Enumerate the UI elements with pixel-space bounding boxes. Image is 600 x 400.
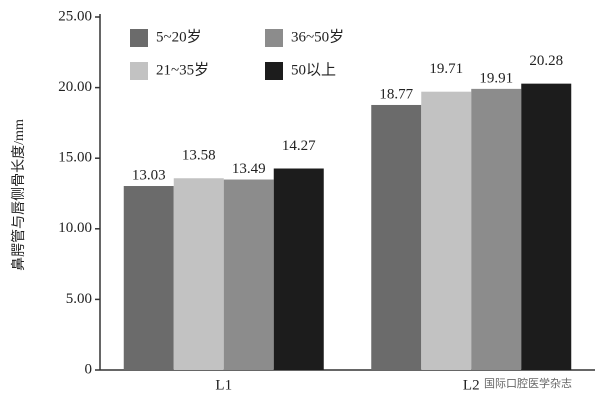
legend-swatch	[130, 29, 148, 47]
y-axis-title: 鼻腭管与唇侧骨长度/mm	[10, 119, 27, 271]
legend-label: 36~50岁	[291, 28, 344, 45]
bar	[371, 104, 422, 371]
y-tick-label: 15.00	[58, 150, 92, 166]
bar	[521, 83, 572, 371]
legend-label: 50以上	[291, 61, 336, 78]
y-tick-label: 5.00	[66, 291, 92, 307]
legend-swatch	[265, 29, 283, 47]
data-label: 13.03	[132, 167, 166, 183]
y-tick-label: 10.00	[58, 220, 92, 236]
legend-swatch	[265, 62, 283, 80]
data-label: 20.28	[529, 53, 563, 69]
legend-label: 5~20岁	[156, 28, 202, 45]
y-tick-label: 0	[85, 361, 93, 377]
bar	[173, 178, 224, 370]
legend-swatch	[130, 62, 148, 80]
y-tick-label: 25.00	[58, 8, 92, 24]
y-tick-label: 20.00	[58, 79, 92, 95]
bar	[123, 186, 174, 370]
bar	[421, 91, 472, 371]
legend-label: 21~35岁	[156, 61, 209, 78]
data-label: 18.77	[379, 86, 413, 102]
bar	[471, 88, 522, 371]
bar	[273, 168, 324, 370]
x-tick-label: L2	[463, 377, 480, 393]
data-label: 19.91	[479, 70, 513, 86]
data-label: 14.27	[282, 138, 316, 154]
x-tick-label: L1	[215, 377, 232, 393]
data-label: 13.49	[232, 161, 266, 177]
data-label: 19.71	[429, 61, 463, 77]
watermark: 国际口腔医学杂志	[484, 376, 572, 390]
data-label: 13.58	[182, 148, 216, 164]
bar	[223, 179, 274, 370]
